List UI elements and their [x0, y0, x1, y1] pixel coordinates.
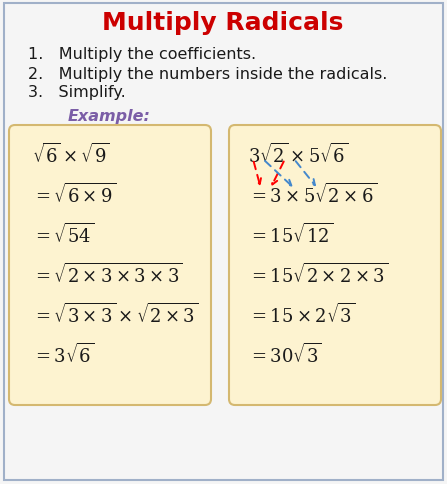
Text: $=3\times5\sqrt{2\times6}$: $=3\times5\sqrt{2\times6}$ — [248, 182, 377, 207]
Text: $=\sqrt{6\times9}$: $=\sqrt{6\times9}$ — [32, 182, 116, 207]
Text: $=\sqrt{3\times3}\times\sqrt{2\times3}$: $=\sqrt{3\times3}\times\sqrt{2\times3}$ — [32, 302, 198, 326]
FancyBboxPatch shape — [229, 126, 441, 405]
Text: 1.   Multiply the coefficients.: 1. Multiply the coefficients. — [28, 47, 256, 62]
Text: Example:: Example: — [68, 109, 151, 124]
FancyBboxPatch shape — [4, 4, 443, 480]
Text: $=3\sqrt{6}$: $=3\sqrt{6}$ — [32, 342, 94, 366]
Text: 2.   Multiply the numbers inside the radicals.: 2. Multiply the numbers inside the radic… — [28, 66, 388, 81]
Text: $\sqrt{6}\times\sqrt{9}$: $\sqrt{6}\times\sqrt{9}$ — [32, 143, 110, 167]
Text: $=15\times2\sqrt{3}$: $=15\times2\sqrt{3}$ — [248, 302, 355, 326]
Text: $=30\sqrt{3}$: $=30\sqrt{3}$ — [248, 342, 322, 366]
Text: $=\sqrt{2\times3\times3\times3}$: $=\sqrt{2\times3\times3\times3}$ — [32, 262, 183, 287]
Text: $=15\sqrt{12}$: $=15\sqrt{12}$ — [248, 223, 333, 246]
FancyBboxPatch shape — [9, 126, 211, 405]
Text: $=15\sqrt{2\times2\times3}$: $=15\sqrt{2\times2\times3}$ — [248, 262, 388, 287]
Text: 3.   Simplify.: 3. Simplify. — [28, 85, 126, 100]
Text: $3\sqrt{2}\times5\sqrt{6}$: $3\sqrt{2}\times5\sqrt{6}$ — [248, 143, 349, 167]
Text: $=\sqrt{54}$: $=\sqrt{54}$ — [32, 223, 94, 246]
Text: Multiply Radicals: Multiply Radicals — [102, 11, 344, 35]
